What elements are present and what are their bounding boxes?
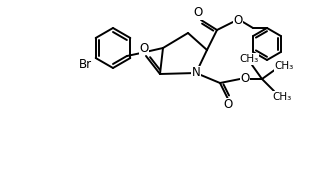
Text: Br: Br: [79, 58, 92, 71]
Text: O: O: [223, 99, 232, 112]
Text: O: O: [193, 7, 203, 20]
Text: O: O: [139, 42, 149, 55]
Text: N: N: [192, 67, 200, 80]
Text: CH₃: CH₃: [239, 54, 259, 64]
Text: CH₃: CH₃: [274, 61, 294, 71]
Text: O: O: [240, 73, 249, 86]
Text: O: O: [233, 14, 243, 27]
Text: CH₃: CH₃: [272, 92, 292, 102]
